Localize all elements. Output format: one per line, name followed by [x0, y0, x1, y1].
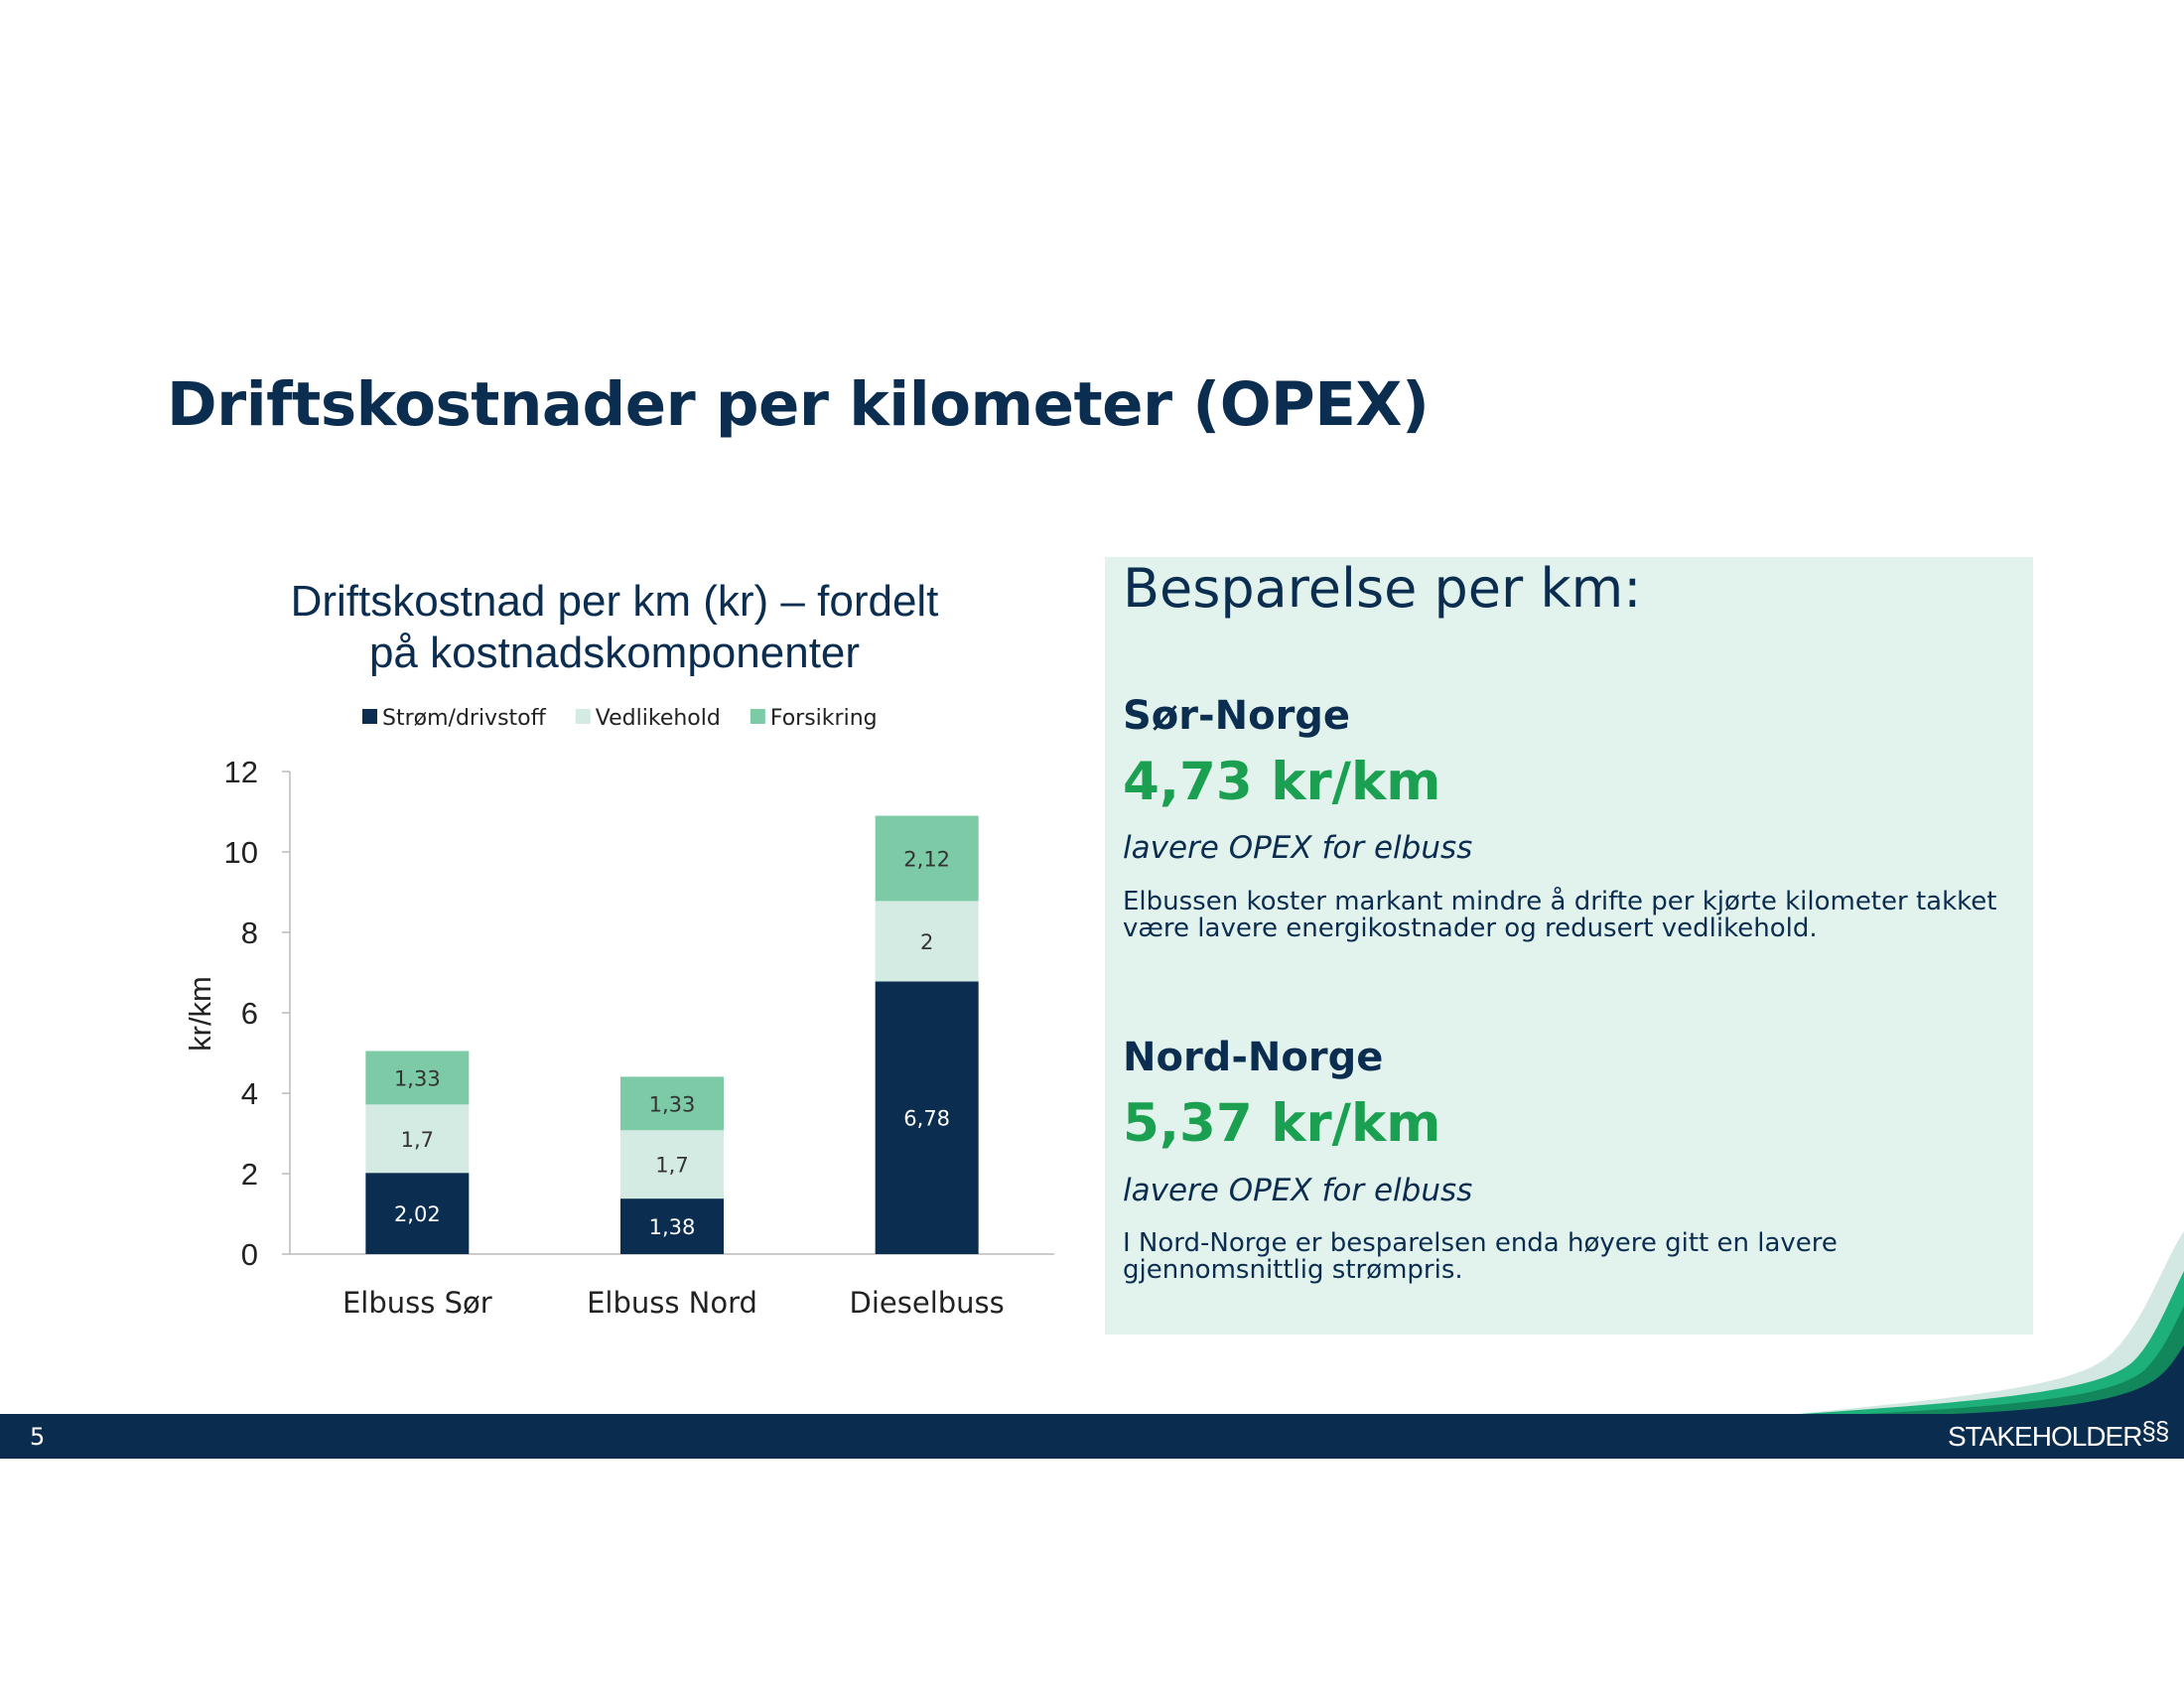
bar-segment	[875, 815, 979, 902]
savings-subtitle-south: lavere OPEX for elbuss	[1123, 830, 1473, 866]
data-label: 6,78	[903, 1107, 950, 1131]
bar-segment	[620, 1198, 724, 1254]
legend-swatch	[575, 709, 591, 724]
description-north-line-1: I Nord-Norge er besparelsen enda høyere …	[1123, 1228, 1838, 1258]
data-label: 1,7	[655, 1154, 688, 1178]
data-label: 2	[920, 930, 933, 954]
y-tick-label: 6	[241, 996, 258, 1031]
footer-bar	[0, 1414, 2184, 1459]
chart-bars: 2,02 1,7 1,33 Elbuss Sør 1,38 1,7 1,33 Elbuss N…	[342, 815, 1005, 1320]
bar-segment	[875, 981, 979, 1254]
x-category-label: Dieselbuss	[850, 1286, 1005, 1320]
description-south-line-2: være lavere energikostnader og redusert …	[1123, 914, 1818, 943]
bar-segment	[365, 1051, 470, 1105]
legend-label: Forsikring	[770, 706, 878, 731]
region-name-south: Sør-Norge	[1123, 693, 1351, 739]
x-category-label: Elbuss Nord	[587, 1286, 757, 1320]
decorative-waves	[1787, 1231, 2184, 1415]
y-axis-label: kr/km	[183, 976, 217, 1052]
region-name-north: Nord-Norge	[1123, 1035, 1384, 1080]
chart-title-line-2: på kostnadskomponenter	[369, 629, 860, 677]
savings-value-north: 5,37 kr/km	[1123, 1093, 1441, 1154]
slide-title: Driftskostnader per kilometer (OPEX)	[167, 369, 1430, 440]
bar-segment	[620, 1076, 724, 1131]
page-number: 5	[30, 1423, 46, 1451]
logo-text: STAKEHOLDER	[1948, 1421, 2142, 1452]
savings-value-south: 4,73 kr/km	[1123, 752, 1441, 812]
y-tick-label: 12	[224, 755, 258, 789]
panel-heading: Besparelse per km:	[1123, 557, 1642, 620]
legend-label: Strøm/drivstoff	[382, 706, 547, 731]
x-category-label: Elbuss Sør	[342, 1286, 492, 1320]
description-north-line-2: gjennomsnittlig strømpris.	[1123, 1255, 1463, 1285]
data-label: 1,7	[401, 1128, 434, 1152]
chart-legend: Strøm/drivstoff Vedlikehold Forsikring	[362, 706, 878, 731]
y-tick-label: 8	[241, 915, 258, 950]
data-label: 2,02	[394, 1202, 441, 1226]
logo-swirl-icon: §§	[2141, 1416, 2169, 1446]
bar-segment	[875, 901, 979, 982]
data-label: 1,33	[649, 1092, 696, 1116]
stakeholder-logo: STAKEHOLDER§§	[1948, 1416, 2169, 1453]
bar-segment	[365, 1104, 470, 1174]
y-tick-label: 2	[241, 1157, 258, 1192]
data-label: 1,33	[394, 1066, 441, 1090]
description-south-line-1: Elbussen koster markant mindre å drifte …	[1123, 887, 1997, 916]
data-label: 2,12	[903, 847, 950, 871]
legend-label: Vedlikehold	[596, 706, 721, 731]
y-tick-label: 0	[241, 1237, 258, 1272]
chart-title-line-1: Driftskostnad per km (kr) – fordelt	[291, 577, 939, 626]
y-tick-label: 4	[241, 1076, 258, 1111]
data-label: 1,38	[649, 1215, 696, 1239]
legend-swatch	[362, 709, 377, 724]
y-tick-label: 10	[224, 835, 258, 870]
legend-swatch	[750, 709, 765, 724]
bar-segment	[365, 1173, 470, 1254]
savings-panel: Besparelse per km: Sør-Norge 4,73 kr/km …	[1105, 557, 2033, 1335]
savings-subtitle-north: lavere OPEX for elbuss	[1123, 1173, 1473, 1208]
bar-segment	[620, 1130, 724, 1199]
